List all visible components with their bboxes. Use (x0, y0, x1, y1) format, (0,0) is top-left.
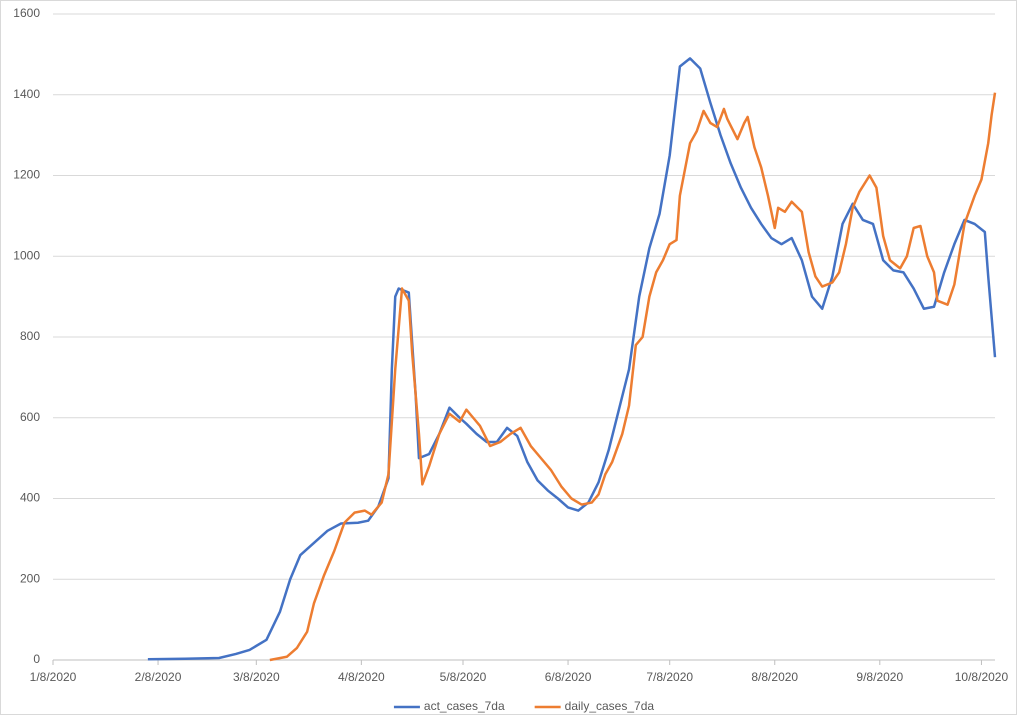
y-tick-label: 0 (33, 652, 40, 666)
x-tick-label: 1/8/2020 (30, 670, 77, 684)
x-tick-label: 3/8/2020 (233, 670, 280, 684)
y-tick-label: 400 (20, 491, 40, 505)
x-tick-label: 6/8/2020 (545, 670, 592, 684)
y-tick-label: 800 (20, 329, 40, 343)
x-tick-label: 4/8/2020 (338, 670, 385, 684)
x-tick-label: 8/8/2020 (751, 670, 798, 684)
y-tick-label: 1600 (13, 6, 40, 20)
series-line (269, 92, 997, 662)
x-tick-label: 5/8/2020 (440, 670, 487, 684)
x-tick-label: 10/8/2020 (955, 670, 1009, 684)
y-tick-label: 200 (20, 571, 40, 585)
x-tick-label: 9/8/2020 (856, 670, 903, 684)
legend-label: daily_cases_7da (565, 699, 655, 713)
x-tick-label: 7/8/2020 (646, 670, 693, 684)
y-tick-label: 600 (20, 410, 40, 424)
y-tick-label: 1000 (13, 248, 40, 262)
y-tick-label: 1400 (13, 87, 40, 101)
x-tick-label: 2/8/2020 (135, 670, 182, 684)
series-line (147, 57, 997, 661)
y-tick-label: 1200 (13, 168, 40, 182)
legend-label: act_cases_7da (424, 699, 505, 713)
